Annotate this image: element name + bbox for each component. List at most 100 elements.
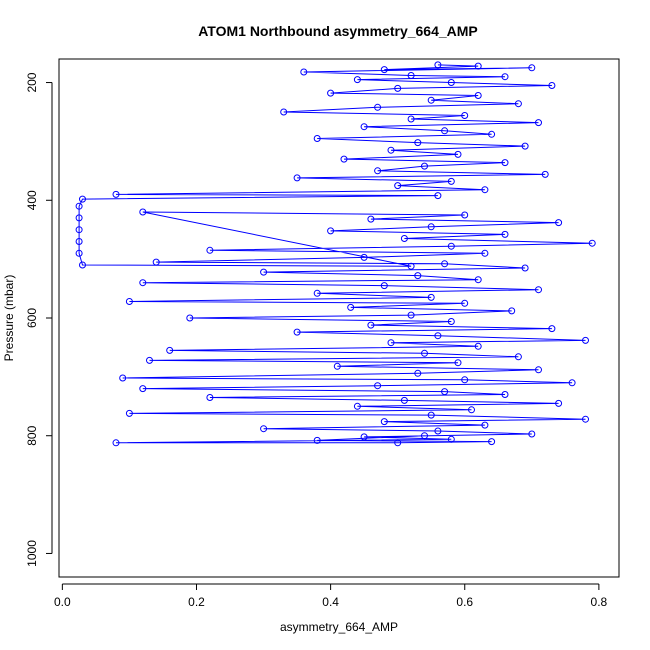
plot-marks xyxy=(75,61,596,447)
data-point xyxy=(112,439,120,447)
x-axis-label: asymmetry_664_AMP xyxy=(280,620,398,634)
data-point xyxy=(454,359,462,367)
data-point xyxy=(535,286,542,294)
data-point xyxy=(360,253,368,261)
data-point xyxy=(414,139,422,147)
x-tick-label: 0.8 xyxy=(591,595,608,609)
data-point xyxy=(260,425,268,433)
data-point xyxy=(75,214,83,222)
data-point xyxy=(582,415,589,423)
data-point xyxy=(400,235,408,242)
data-point xyxy=(374,382,382,390)
data-point xyxy=(367,321,375,329)
data-point xyxy=(407,311,415,319)
data-point xyxy=(501,230,509,238)
data-point xyxy=(488,130,496,138)
data-point xyxy=(461,299,469,307)
data-point xyxy=(461,211,469,219)
series-line xyxy=(78,64,593,444)
data-point xyxy=(508,307,516,315)
data-point xyxy=(474,276,482,284)
data-point xyxy=(75,202,83,210)
data-point xyxy=(125,298,133,305)
data-point xyxy=(541,170,549,178)
data-point xyxy=(514,353,522,361)
data-point xyxy=(521,142,529,150)
data-point xyxy=(488,438,496,446)
y-axis: 200 400 600 800 1000 xyxy=(25,72,53,567)
data-point xyxy=(521,264,529,272)
data-point xyxy=(474,62,482,70)
data-point xyxy=(387,146,395,154)
data-point xyxy=(421,432,428,440)
data-point xyxy=(380,418,388,426)
data-point xyxy=(139,208,147,216)
data-point xyxy=(112,190,120,198)
data-point xyxy=(501,391,509,398)
data-point xyxy=(474,92,482,99)
x-tick-label: 0.6 xyxy=(456,595,473,609)
data-point xyxy=(528,64,536,72)
data-point xyxy=(441,260,449,268)
y-tick-label: 200 xyxy=(25,72,39,92)
data-point xyxy=(407,72,415,79)
data-point xyxy=(75,249,83,257)
data-point xyxy=(206,394,214,401)
data-point xyxy=(380,66,388,74)
data-point xyxy=(374,103,382,111)
data-point xyxy=(327,227,335,235)
data-point xyxy=(394,182,402,190)
data-point xyxy=(166,346,174,354)
data-point xyxy=(421,349,428,357)
data-point xyxy=(434,332,442,340)
data-point xyxy=(414,272,422,280)
data-point xyxy=(347,303,355,311)
data-point xyxy=(555,219,563,227)
data-point xyxy=(206,246,214,254)
data-point xyxy=(474,342,482,350)
data-point xyxy=(387,339,395,347)
data-point xyxy=(427,411,435,419)
data-point xyxy=(414,369,422,377)
data-point xyxy=(447,435,455,443)
data-point xyxy=(327,89,335,97)
data-point xyxy=(481,186,489,194)
x-axis: 0.0 0.2 0.4 0.6 0.8 xyxy=(54,583,608,609)
data-point xyxy=(481,249,489,257)
data-point xyxy=(75,226,83,234)
data-point xyxy=(367,215,375,223)
y-tick-label: 400 xyxy=(25,190,39,210)
data-point xyxy=(152,258,160,266)
data-point xyxy=(441,388,449,396)
data-point xyxy=(340,155,348,163)
data-point xyxy=(434,192,442,200)
data-point xyxy=(300,68,308,76)
data-point xyxy=(360,433,368,441)
data-point xyxy=(407,115,415,123)
data-point xyxy=(434,427,442,435)
data-point xyxy=(280,108,288,116)
data-point xyxy=(360,123,368,131)
data-point xyxy=(353,402,361,410)
data-point xyxy=(461,112,469,119)
data-point xyxy=(119,374,127,382)
y-tick-label: 600 xyxy=(25,308,39,328)
data-point xyxy=(568,379,576,387)
data-point xyxy=(79,195,86,203)
data-point xyxy=(313,436,321,444)
data-point xyxy=(468,406,475,414)
data-point xyxy=(555,399,563,407)
x-tick-label: 0.0 xyxy=(54,595,71,609)
data-point xyxy=(186,314,194,322)
data-point xyxy=(394,84,402,92)
data-point xyxy=(146,356,153,364)
data-point xyxy=(394,439,402,447)
data-point xyxy=(353,76,361,84)
data-point xyxy=(548,82,556,89)
data-point xyxy=(374,167,382,175)
data-point xyxy=(501,73,509,81)
x-tick-label: 0.2 xyxy=(188,595,205,609)
y-tick-label: 800 xyxy=(25,425,39,445)
data-point xyxy=(535,119,542,127)
data-point xyxy=(582,336,589,344)
